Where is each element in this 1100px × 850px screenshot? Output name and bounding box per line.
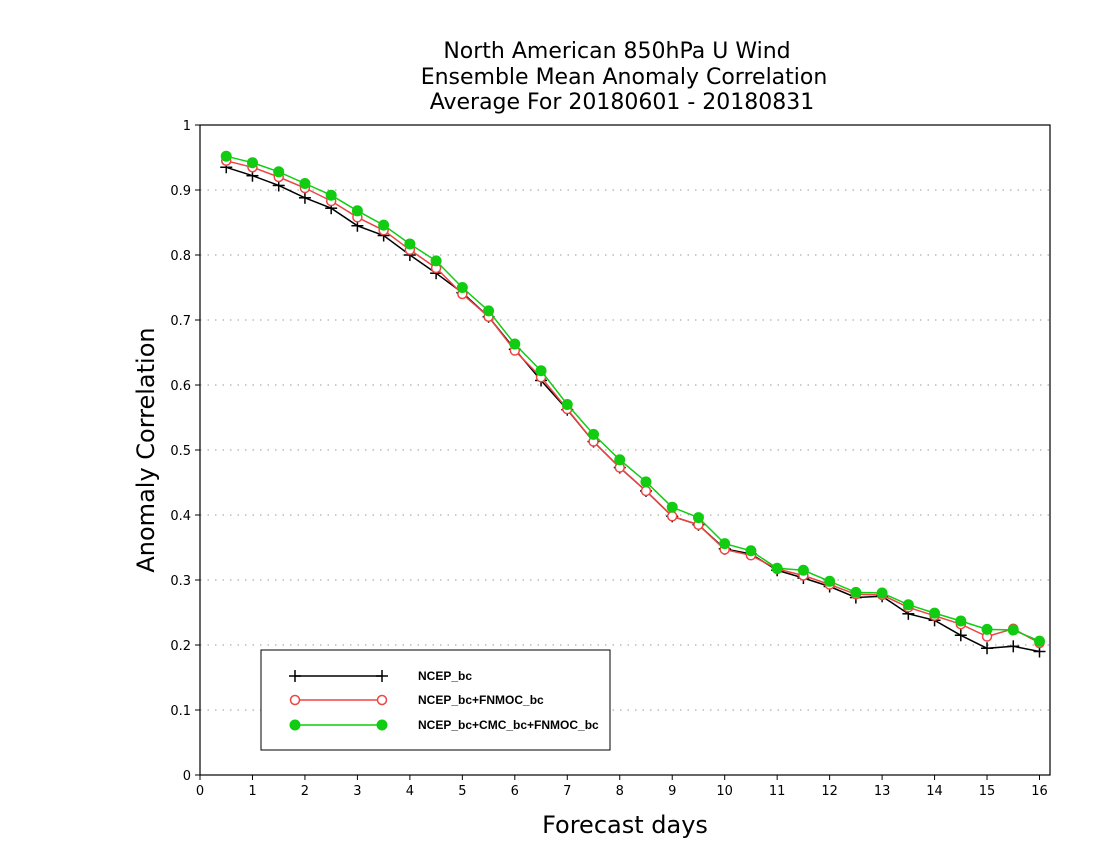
axis-ticks	[195, 124, 1041, 780]
x-tick-label: 15	[979, 784, 996, 799]
filled-circle-marker	[1034, 635, 1046, 647]
filled-circle-marker	[378, 219, 390, 231]
filled-circle-marker	[745, 545, 757, 557]
chart-title-line-2: Ensemble Mean Anomaly Correlation	[421, 65, 828, 90]
legend-label: NCEP_bc	[418, 669, 472, 683]
filled-circle-marker	[771, 562, 783, 574]
x-tick-label: 2	[301, 784, 309, 799]
plus-marker	[289, 670, 301, 682]
filled-circle-marker	[850, 586, 862, 598]
x-tick-label: 8	[616, 784, 624, 799]
x-tick-label: 3	[353, 784, 361, 799]
x-tick-label: 16	[1031, 784, 1048, 799]
filled-circle-marker	[929, 607, 941, 619]
legend-entry-3: NCEP_bc+CMC_bc+FNMOC_bc	[289, 718, 599, 732]
y-tick-label: 0.7	[170, 314, 191, 329]
plus-marker	[954, 629, 967, 642]
open-circle-marker	[666, 511, 678, 522]
chart-title-line-3: Average For 20180601 - 20180831	[430, 90, 815, 115]
x-tick-label: 5	[458, 784, 466, 799]
legend-label: NCEP_bc+CMC_bc+FNMOC_bc	[418, 718, 599, 732]
filled-circle-marker	[719, 538, 731, 550]
series-1	[220, 161, 1046, 658]
filled-circle-marker	[692, 512, 704, 524]
x-tick-label: 1	[248, 784, 256, 799]
x-tick-label: 6	[511, 784, 519, 799]
x-tick-label: 9	[668, 784, 676, 799]
y-tick-label: 0	[183, 769, 191, 784]
x-tick-label: 7	[563, 784, 571, 799]
filled-circle-marker	[456, 282, 468, 293]
x-tick-label: 12	[821, 784, 838, 799]
y-tick-label: 0.8	[170, 249, 191, 264]
x-axis-label: Forecast days	[542, 811, 708, 839]
filled-circle-marker	[561, 399, 573, 410]
filled-circle-marker	[483, 305, 495, 317]
y-tick-labels: 0 0.1 0.2 0.3 0.4 0.5 0.6 0.7 0.8 0.9 1	[170, 119, 191, 784]
y-tick-label: 0.3	[170, 574, 191, 589]
x-tick-label: 10	[716, 784, 733, 799]
open-circle-marker	[376, 694, 388, 706]
filled-circle-marker	[509, 338, 521, 350]
legend-entry-2: NCEP_bc+FNMOC_bc	[289, 693, 544, 707]
filled-circle-marker	[289, 719, 301, 731]
x-tick-label: 14	[926, 784, 943, 799]
plus-marker	[376, 670, 388, 682]
filled-circle-marker	[273, 166, 285, 178]
filled-circle-marker	[981, 623, 993, 635]
filled-circle-marker	[797, 564, 809, 576]
gridlines	[200, 189, 1050, 711]
plus-marker	[298, 191, 311, 204]
filled-circle-marker	[430, 255, 442, 267]
series-line	[225, 166, 1040, 653]
y-tick-label: 0.5	[170, 444, 191, 459]
filled-circle-marker	[824, 575, 836, 587]
filled-circle-marker	[1007, 624, 1019, 636]
filled-circle-marker	[588, 428, 600, 440]
filled-circle-marker	[614, 454, 626, 466]
x-tick-label: 0	[196, 784, 204, 799]
filled-circle-marker	[666, 501, 678, 513]
filled-circle-marker	[299, 178, 311, 189]
y-axis-label: Anomaly Correlation	[132, 327, 160, 572]
filled-circle-marker	[246, 157, 258, 169]
y-tick-label: 1	[183, 119, 191, 134]
y-tick-label: 0.9	[170, 184, 191, 199]
open-circle-marker	[640, 485, 652, 497]
series-3	[220, 150, 1046, 647]
legend-entry-1: NCEP_bc	[289, 669, 472, 683]
filled-circle-marker	[220, 150, 232, 162]
y-tick-label: 0.2	[170, 639, 191, 654]
x-tick-label: 13	[874, 784, 891, 799]
filled-circle-marker	[876, 587, 888, 599]
legend-label: NCEP_bc+FNMOC_bc	[418, 693, 544, 707]
series-line	[226, 160, 1040, 644]
x-tick-labels: 0 1 2 3 4 5 6 7 8 9 10 11 12 13 14 15 16	[196, 784, 1048, 799]
plus-marker	[981, 642, 994, 655]
y-tick-label: 0.6	[170, 379, 191, 394]
series-layer	[220, 150, 1046, 658]
filled-circle-marker	[404, 238, 416, 250]
filled-circle-marker	[351, 205, 363, 217]
plus-marker	[1007, 640, 1020, 653]
open-circle-marker	[289, 694, 301, 706]
series-line	[226, 155, 1040, 642]
y-tick-label: 0.4	[170, 509, 191, 524]
y-tick-label: 0.1	[170, 704, 191, 719]
filled-circle-marker	[640, 476, 652, 488]
filled-circle-marker	[955, 615, 967, 627]
filled-circle-marker	[902, 599, 914, 611]
x-tick-label: 11	[769, 784, 786, 799]
legend: NCEP_bc NCEP_bc+FNMOC_bc NCEP_bc+CMC_bc+FN…	[260, 649, 611, 751]
filled-circle-marker	[376, 719, 388, 731]
chart-title-line-1: North American 850hPa U Wind	[443, 39, 790, 64]
series-2	[220, 155, 1045, 649]
filled-circle-marker	[535, 365, 547, 377]
x-tick-label: 4	[406, 784, 414, 799]
filled-circle-marker	[325, 189, 337, 201]
